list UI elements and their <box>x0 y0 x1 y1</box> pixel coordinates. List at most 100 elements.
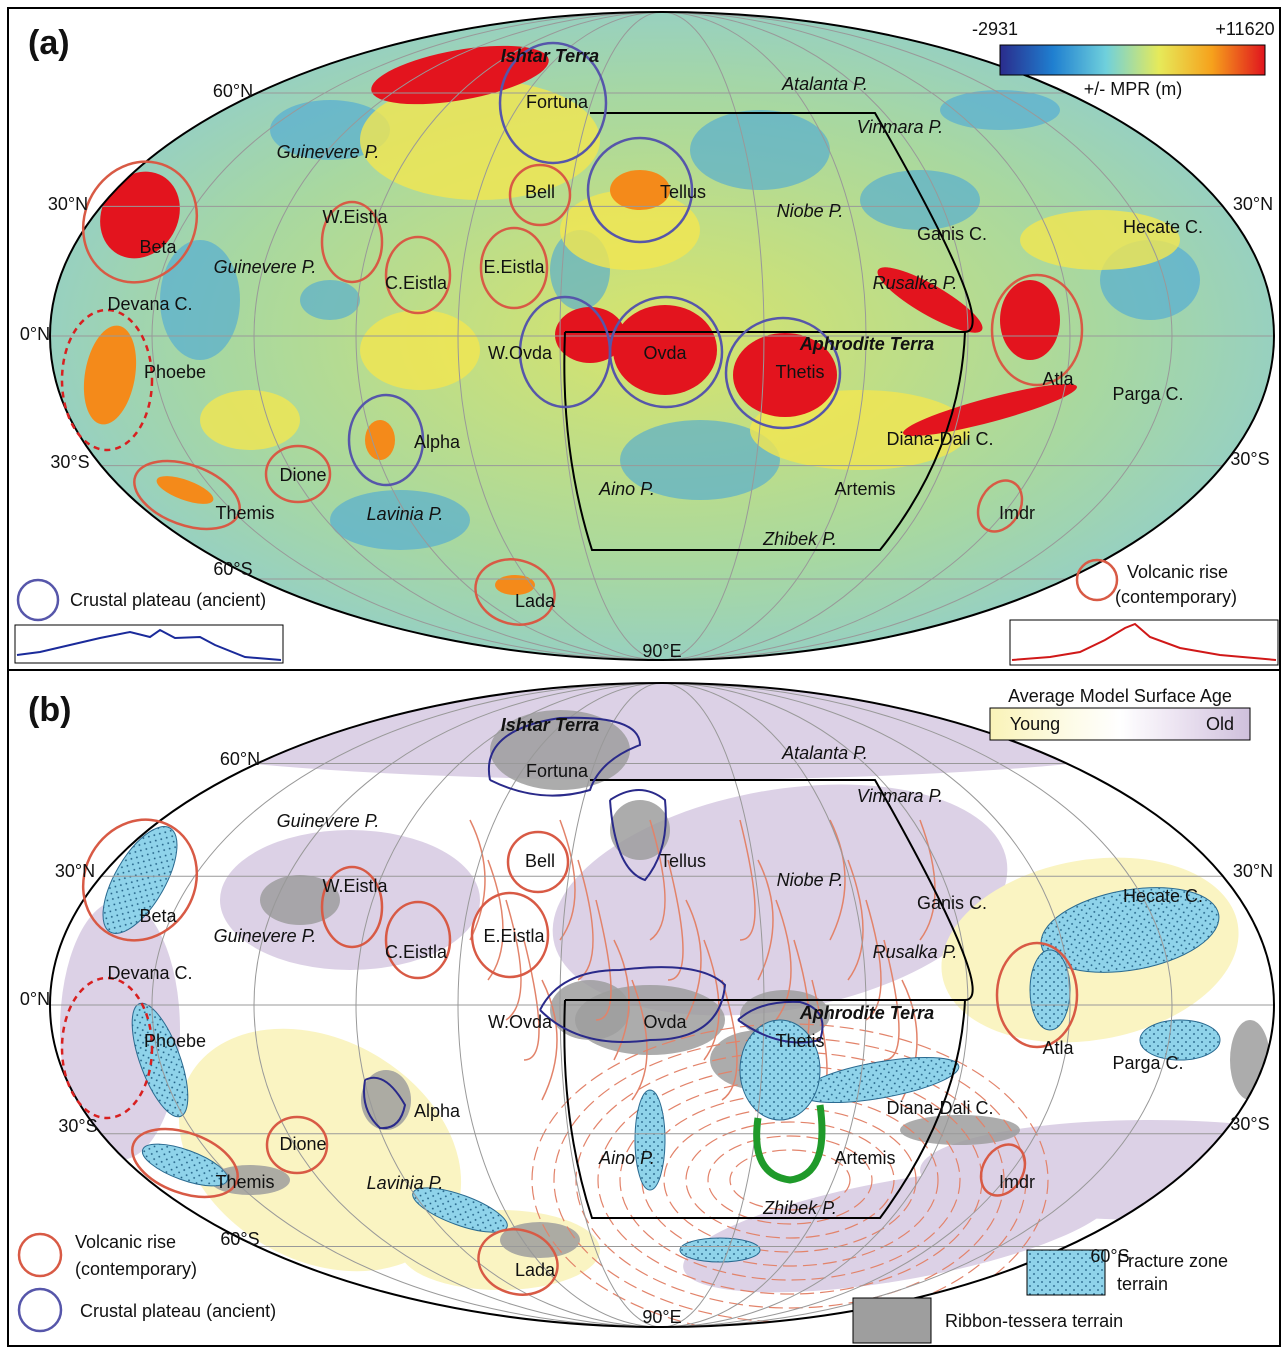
legend-label: Old <box>1206 714 1234 734</box>
feature-label: C.Eistla <box>385 942 448 962</box>
feature-label: Zhibek P. <box>762 529 837 549</box>
feature-label: Phoebe <box>144 362 206 382</box>
feature-label: Lada <box>515 1260 556 1280</box>
feature-label: Lavinia P. <box>367 504 444 524</box>
feature-label: Themis <box>215 503 274 523</box>
feature-label: Hecate C. <box>1123 886 1203 906</box>
graticule-label: 60°S <box>1090 1246 1129 1266</box>
feature-label: Vinmara P. <box>857 117 943 137</box>
graticule-label: 30°S <box>1230 1114 1269 1134</box>
feature-label: Thetis <box>775 1031 824 1051</box>
feature-label: Aino P. <box>598 479 655 499</box>
terrain-patch <box>1230 1020 1270 1100</box>
terrain-patch <box>550 980 630 1040</box>
feature-label: Aphrodite Terra <box>799 334 934 354</box>
feature-label: Ishtar Terra <box>501 46 599 66</box>
legend-label: Crustal plateau (ancient) <box>80 1301 276 1321</box>
colorbar <box>1000 45 1265 75</box>
region-outline <box>19 1289 61 1331</box>
feature-label: Themis <box>215 1172 274 1192</box>
feature-label: Rusalka P. <box>873 942 958 962</box>
colorbar-min-label: -2931 <box>972 19 1018 39</box>
graticule-label: 30°S <box>1230 449 1269 469</box>
feature-label: Niobe P. <box>777 870 844 890</box>
terrain-patch <box>360 310 480 390</box>
feature-label: Guinevere P. <box>214 926 317 946</box>
region-outline <box>19 1234 61 1276</box>
feature-label: Beta <box>139 237 177 257</box>
graticule-label: 30°S <box>50 452 89 472</box>
colorbar-max-label: +11620 <box>1215 19 1274 39</box>
fracture-zone <box>680 1238 760 1262</box>
feature-label: Ishtar Terra <box>501 715 599 735</box>
legend-label: Crustal plateau (ancient) <box>70 590 266 610</box>
terrain-patch <box>300 280 360 320</box>
graticule-label: 0°N <box>20 324 50 344</box>
profile-inset <box>15 625 283 663</box>
feature-label: Rusalka P. <box>873 273 958 293</box>
graticule-label: 60°N <box>213 81 253 101</box>
legend-label: Fracture zone <box>1117 1251 1228 1271</box>
feature-label: Dione <box>279 465 326 485</box>
panel-label: (b) <box>28 691 71 729</box>
graticule-label: 30°N <box>55 861 95 881</box>
feature-label: Ganis C. <box>917 224 987 244</box>
fracture-zone <box>1030 950 1070 1030</box>
feature-label: Hecate C. <box>1123 217 1203 237</box>
legend-label: Volcanic rise <box>1127 562 1228 582</box>
feature-label: E.Eistla <box>483 926 545 946</box>
feature-label: Lavinia P. <box>367 1173 444 1193</box>
feature-label: W.Ovda <box>488 343 553 363</box>
graticule-label: 60°S <box>220 1229 259 1249</box>
feature-label: Devana C. <box>107 963 192 983</box>
graticule-label: 30°N <box>48 194 88 214</box>
feature-label: Thetis <box>775 362 824 382</box>
feature-label: Aphrodite Terra <box>799 1003 934 1023</box>
feature-label: Fortuna <box>526 761 589 781</box>
feature-label: Tellus <box>660 851 706 871</box>
feature-label: Zhibek P. <box>762 1198 837 1218</box>
feature-label: Guinevere P. <box>214 257 317 277</box>
terrain-patch <box>690 110 830 190</box>
feature-label: Lada <box>515 591 556 611</box>
terrain-patch <box>900 1115 1020 1145</box>
feature-label: W.Ovda <box>488 1012 553 1032</box>
feature-label: Parga C. <box>1112 1053 1183 1073</box>
graticule-label: 30°S <box>58 1116 97 1136</box>
fracture-zone <box>635 1090 665 1190</box>
legend-label: (contemporary) <box>1115 587 1237 607</box>
legend-label: terrain <box>1117 1274 1168 1294</box>
feature-label: Artemis <box>834 479 895 499</box>
feature-label: W.Eistla <box>322 207 388 227</box>
feature-label: Fortuna <box>526 92 589 112</box>
feature-label: Guinevere P. <box>277 142 380 162</box>
feature-label: Atla <box>1042 1038 1074 1058</box>
panel-label: (a) <box>28 24 70 62</box>
feature-label: Tellus <box>660 182 706 202</box>
feature-label: Niobe P. <box>777 201 844 221</box>
legend-swatch <box>853 1298 931 1343</box>
feature-label: W.Eistla <box>322 876 388 896</box>
feature-label: Alpha <box>414 1101 461 1121</box>
terrain-patch <box>1000 280 1060 360</box>
feature-label: Devana C. <box>107 294 192 314</box>
graticule-label: 30°N <box>1233 194 1273 214</box>
region-outline <box>1077 560 1117 600</box>
graticule-label: 30°N <box>1233 861 1273 881</box>
figure: -2931+11620+/- MPR (m)(a)Crustal plateau… <box>0 0 1285 1349</box>
feature-label: Ovda <box>643 343 687 363</box>
terrain-patch <box>200 390 300 450</box>
feature-label: Phoebe <box>144 1031 206 1051</box>
feature-label: Beta <box>139 906 177 926</box>
feature-label: Aino P. <box>598 1148 655 1168</box>
feature-label: Ganis C. <box>917 893 987 913</box>
feature-label: Imdr <box>999 503 1035 523</box>
graticule-label: 60°S <box>213 559 252 579</box>
feature-label: C.Eistla <box>385 273 448 293</box>
legend-label: Ribbon-tessera terrain <box>945 1311 1123 1331</box>
feature-label: Parga C. <box>1112 384 1183 404</box>
graticule-label: 0°N <box>20 989 50 1009</box>
graticule-label: 90°E <box>642 1307 681 1327</box>
terrain-patch <box>365 420 395 460</box>
legend-label: Young <box>1010 714 1060 734</box>
